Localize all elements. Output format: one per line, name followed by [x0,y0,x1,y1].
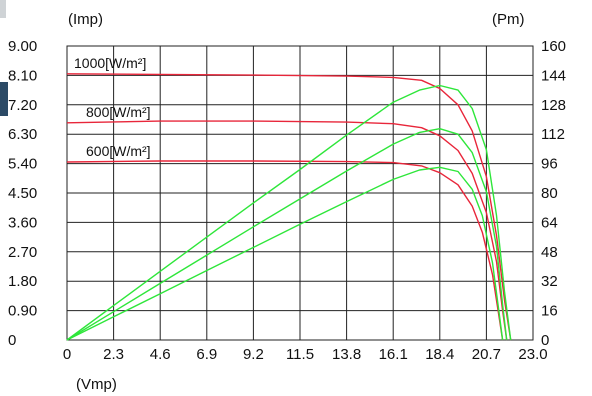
irradiance-label: 600[W/m²] [86,143,151,159]
y-right-tick-label: 112 [541,126,565,143]
y-right-tick-label: 32 [541,273,558,290]
x-tick-label: 13.8 [332,346,361,363]
power-curve-1000 [66,84,512,341]
irradiance-label: 1000[W/m²] [74,55,146,71]
plot-frame [66,45,534,341]
y-right-tick-label: 160 [541,38,566,55]
corner-tab-left [0,82,8,116]
x-tick-label: 20.7 [472,346,501,363]
y-right-tick-label: 16 [541,303,558,320]
current-curve-1000 [66,73,512,341]
power-curve-600 [66,166,504,341]
y-left-tick-label: 7.20 [8,97,37,114]
y-left-tick-label: 4.50 [8,185,37,202]
irradiance-labels: 1000[W/m²] 800[W/m²] 600[W/m²] [74,55,151,159]
y-right-tick-label: 128 [541,97,566,114]
x-tick-label: 11.5 [286,346,314,363]
y-left-tick-label: 0.90 [8,303,37,320]
x-axis-label: (Vmp) [76,376,117,393]
y-right-tick-label: 64 [541,214,558,231]
y-right-tick-label: 48 [541,244,558,261]
y-left-tick-label: 8.10 [8,67,37,84]
x-tick-label: 2.3 [103,346,124,363]
y-left-tick-label: 0 [8,332,16,349]
current-curve-800 [66,120,508,341]
series-group [66,73,512,341]
y-right-tick-label: 144 [541,67,566,84]
x-tick-label: 18.4 [425,346,454,363]
x-tick-label: 6.9 [196,346,217,363]
y-right-tick-label: 0 [541,332,549,349]
y-left-tick-label: 2.70 [8,244,37,261]
power-curve-800 [66,127,508,341]
y-left-tick-label: 1.80 [8,273,37,290]
y-left-tick-label: 9.00 [8,38,37,55]
x-tick-label: 0 [63,346,71,363]
current-curve-600 [66,160,504,341]
grid [67,46,533,340]
x-tick-label: 23.0 [518,346,547,363]
y-right-tick-label: 96 [541,156,558,173]
y-right-axis-label: (Pm) [492,11,525,28]
y-left-tick-labels: 0 0.90 1.80 2.70 3.60 4.50 5.40 6.30 7.20 8.10 9.0… [8,38,37,349]
y-right-tick-labels: 0 16 32 48 64 80 96 112 128 144 160 [541,38,566,349]
y-right-tick-label: 80 [541,185,558,202]
corner-patch-top [0,0,6,18]
y-left-tick-label: 6.30 [8,126,37,143]
x-tick-labels: 0 2.3 4.6 6.9 9.2 11.5 13.8 16.1 18.4 20.7 23.0 [63,346,548,363]
x-tick-label: 9.2 [243,346,264,363]
irradiance-label: 800[W/m²] [86,104,151,120]
y-left-tick-label: 3.60 [8,214,37,231]
y-left-tick-label: 5.40 [8,156,37,173]
y-left-axis-label: (Imp) [68,11,103,28]
x-tick-label: 4.6 [150,346,171,363]
x-tick-label: 16.1 [379,346,408,363]
